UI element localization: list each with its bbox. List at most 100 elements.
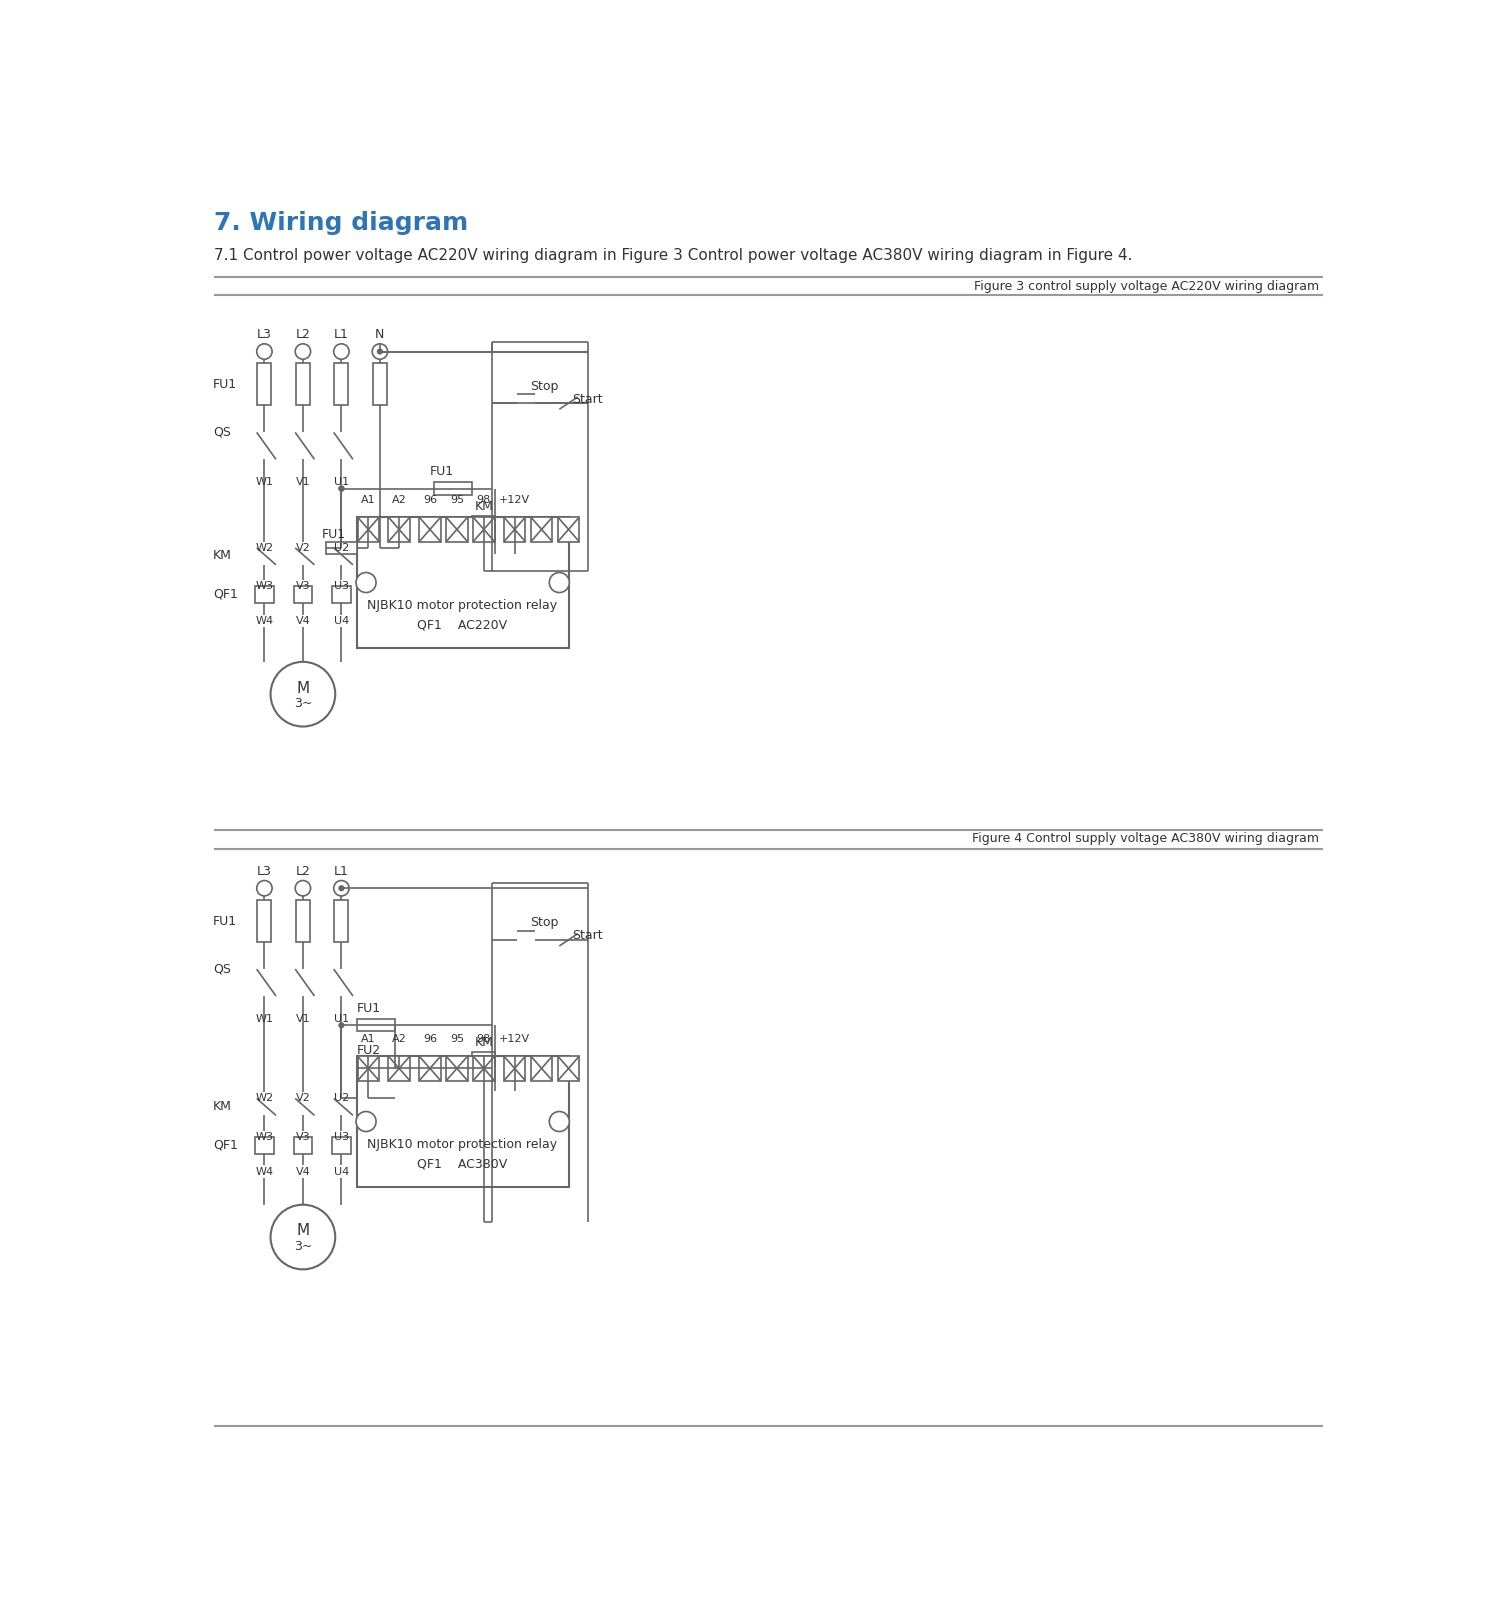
Text: N: N — [375, 328, 384, 341]
Text: A2: A2 — [392, 1035, 406, 1044]
Text: 96: 96 — [423, 1035, 436, 1044]
Bar — [357, 1018, 396, 1031]
Bar — [388, 516, 410, 542]
Bar — [357, 1056, 568, 1186]
Text: FU1: FU1 — [430, 465, 454, 478]
Text: U3: U3 — [334, 581, 350, 591]
Bar — [255, 1136, 273, 1154]
Bar — [334, 363, 348, 405]
Text: +12V: +12V — [500, 1035, 530, 1044]
Bar — [332, 586, 351, 604]
Bar — [433, 483, 472, 495]
Circle shape — [339, 486, 345, 492]
Bar — [531, 1056, 552, 1081]
Text: Stop: Stop — [530, 379, 558, 392]
Bar — [357, 516, 568, 647]
Circle shape — [270, 662, 334, 726]
Circle shape — [339, 486, 345, 492]
Circle shape — [296, 344, 310, 360]
Text: 96: 96 — [423, 495, 436, 505]
Bar — [374, 363, 387, 405]
Text: KM: KM — [213, 1099, 231, 1112]
Text: NJBK10 motor protection relay: NJBK10 motor protection relay — [368, 599, 558, 612]
Text: Start: Start — [573, 930, 603, 943]
Circle shape — [549, 1112, 570, 1131]
Text: W2: W2 — [255, 542, 273, 554]
Text: U1: U1 — [334, 1014, 350, 1025]
Bar — [419, 516, 441, 542]
Text: Figure 3 control supply voltage AC220V wiring diagram: Figure 3 control supply voltage AC220V w… — [974, 279, 1320, 292]
Text: 98: 98 — [477, 1035, 490, 1044]
Text: M: M — [297, 1223, 309, 1238]
Text: KM: KM — [474, 500, 494, 513]
Bar — [326, 542, 357, 554]
Bar — [504, 516, 525, 542]
Text: M: M — [297, 681, 309, 696]
Circle shape — [356, 573, 376, 592]
Text: FU1: FU1 — [357, 1002, 381, 1015]
Text: W3: W3 — [255, 581, 273, 591]
Text: U2: U2 — [334, 542, 350, 554]
Text: FU1: FU1 — [213, 915, 237, 928]
Text: QF1: QF1 — [213, 587, 237, 600]
Text: 95: 95 — [450, 1035, 464, 1044]
Text: KM: KM — [213, 549, 231, 562]
Text: U4: U4 — [334, 1167, 350, 1177]
Text: QS: QS — [213, 426, 231, 439]
Text: Figure 4 Control supply voltage AC380V wiring diagram: Figure 4 Control supply voltage AC380V w… — [972, 833, 1320, 846]
Text: W2: W2 — [255, 1093, 273, 1104]
Text: QF1    AC380V: QF1 AC380V — [417, 1157, 507, 1170]
Bar — [388, 1056, 410, 1081]
Circle shape — [339, 884, 345, 891]
Text: QS: QS — [213, 962, 231, 975]
Bar — [472, 1056, 495, 1081]
Text: U3: U3 — [334, 1131, 350, 1143]
Text: Start: Start — [573, 392, 603, 405]
Text: NJBK10 motor protection relay: NJBK10 motor protection relay — [368, 1138, 558, 1151]
Text: U2: U2 — [334, 1093, 350, 1104]
Text: 3~: 3~ — [294, 1240, 312, 1252]
Text: FU2: FU2 — [357, 1044, 381, 1057]
Text: 95: 95 — [450, 495, 464, 505]
Text: W3: W3 — [255, 1131, 273, 1143]
Text: 3~: 3~ — [294, 697, 312, 710]
Bar — [294, 1136, 312, 1154]
Bar — [357, 1056, 380, 1081]
Text: A1: A1 — [362, 1035, 375, 1044]
Circle shape — [376, 349, 382, 355]
Bar — [472, 1052, 495, 1091]
Bar — [446, 1056, 468, 1081]
Text: L1: L1 — [334, 865, 350, 878]
Text: L2: L2 — [296, 328, 310, 341]
Text: KM: KM — [474, 1036, 494, 1049]
Text: A2: A2 — [392, 495, 406, 505]
Bar — [558, 516, 579, 542]
Text: V1: V1 — [296, 1014, 310, 1025]
Text: 7.1 Control power voltage AC220V wiring diagram in Figure 3 Control power voltag: 7.1 Control power voltage AC220V wiring … — [214, 249, 1132, 263]
Text: W1: W1 — [255, 1014, 273, 1025]
Bar — [334, 899, 348, 943]
Bar — [296, 899, 310, 943]
Circle shape — [549, 573, 570, 592]
Text: FU1: FU1 — [322, 528, 346, 541]
Text: QF1: QF1 — [213, 1138, 237, 1151]
Text: V2: V2 — [296, 1093, 310, 1104]
Text: W4: W4 — [255, 1167, 273, 1177]
Bar — [504, 1056, 525, 1081]
Text: FU1: FU1 — [213, 378, 237, 391]
Bar — [357, 516, 380, 542]
Bar — [294, 586, 312, 604]
Text: V3: V3 — [296, 581, 310, 591]
Circle shape — [372, 344, 387, 360]
Circle shape — [256, 881, 272, 896]
Text: L1: L1 — [334, 328, 350, 341]
Text: +12V: +12V — [500, 495, 530, 505]
Text: L3: L3 — [256, 865, 272, 878]
Bar — [296, 363, 310, 405]
Text: L3: L3 — [256, 328, 272, 341]
Bar — [472, 515, 495, 554]
Bar — [255, 586, 273, 604]
Bar — [446, 516, 468, 542]
Bar — [332, 1136, 351, 1154]
Circle shape — [256, 344, 272, 360]
